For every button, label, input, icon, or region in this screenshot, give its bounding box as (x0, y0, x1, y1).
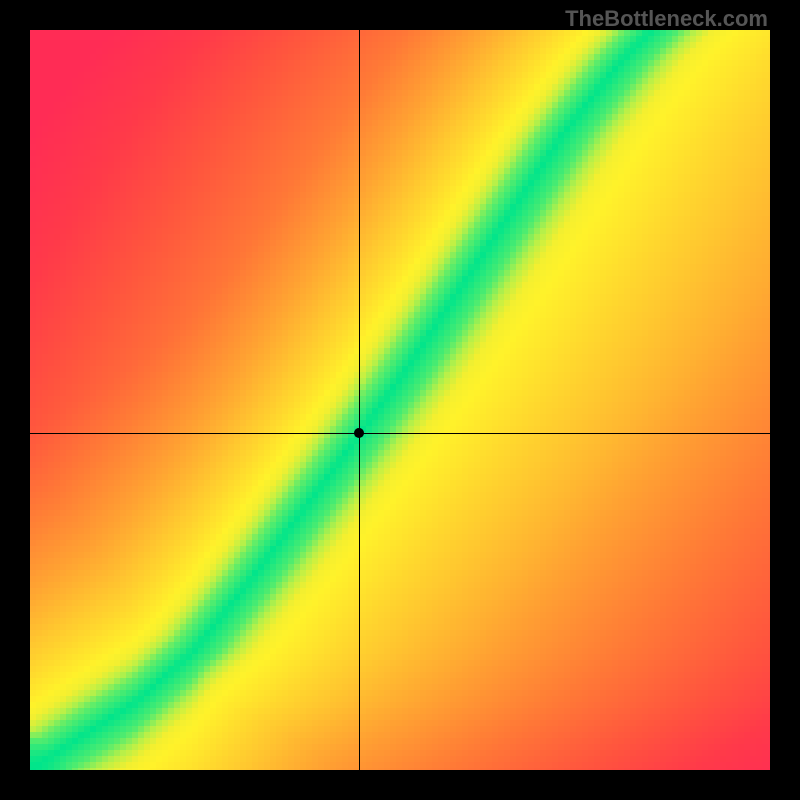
chart-frame: { "watermark": { "text": "TheBottleneck.… (0, 0, 800, 800)
bottleneck-heatmap (30, 30, 770, 770)
watermark-text: TheBottleneck.com (565, 6, 768, 32)
